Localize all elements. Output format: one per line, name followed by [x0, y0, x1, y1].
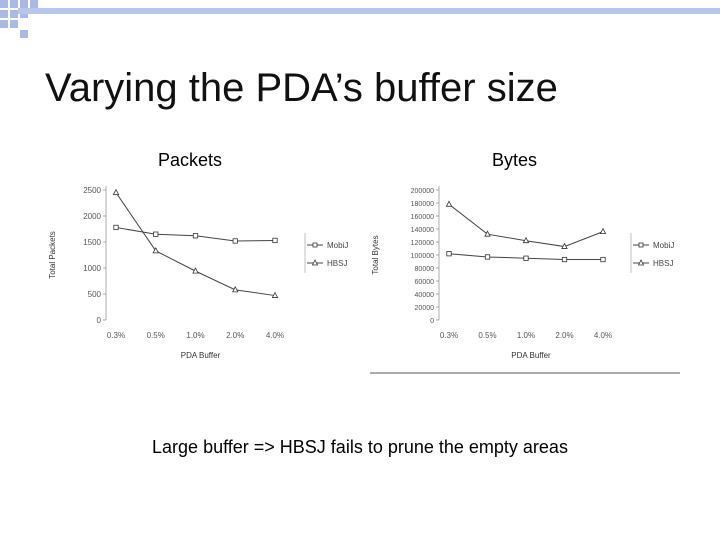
legend-marker	[637, 259, 645, 266]
y-tick-label: 1500	[83, 238, 101, 247]
packets-chart: 0 500 1000 1500 2000 2500 Total Packets 0.3% 0.5…	[48, 186, 348, 360]
y-tick-label: 40000	[415, 292, 435, 299]
x-tick-label: 4.0%	[594, 331, 612, 340]
x-axis-title: PDA Buffer	[511, 351, 551, 360]
y-tick-label: 180000	[411, 201, 434, 208]
data-point-hbsj	[271, 291, 279, 298]
legend-label: HBSJ	[327, 259, 347, 268]
x-tick-label: 2.0%	[555, 331, 573, 340]
y-tick-label: 0	[430, 318, 434, 325]
slide-footer: Large buffer => HBSJ fails to prune the …	[152, 437, 568, 457]
data-point-mobij	[600, 256, 606, 263]
x-tick-label: 0.3%	[107, 331, 125, 340]
x-axis-title: PDA Buffer	[181, 351, 221, 360]
y-tick-label: 60000	[415, 279, 435, 286]
data-point-hbsj	[192, 267, 199, 274]
x-tick-label: 0.5%	[147, 331, 165, 340]
legend-marker	[312, 242, 318, 248]
data-point-mobij	[232, 238, 238, 244]
data-point-hbsj	[599, 227, 607, 234]
x-tick-label: 1.0%	[186, 331, 204, 340]
data-point-hbsj	[445, 200, 453, 207]
data-point-mobij	[484, 254, 491, 260]
legend-label: MobiJ	[327, 241, 348, 250]
x-tick-label: 0.5%	[478, 331, 496, 340]
y-tick-label: 1000	[83, 264, 101, 273]
packets-heading: Packets	[158, 150, 223, 170]
x-tick-label: 0.3%	[440, 331, 458, 340]
series-line-hbsj	[115, 192, 276, 297]
data-point-hbsj	[112, 188, 120, 196]
data-point-hbsj	[231, 285, 239, 293]
legend-label: HBSJ	[653, 259, 673, 268]
y-tick-label: 2000	[83, 212, 101, 221]
x-tick-label: 4.0%	[266, 331, 284, 340]
y-tick-label: 120000	[411, 240, 434, 247]
data-point-hbsj	[152, 246, 160, 254]
y-tick-label: 100000	[411, 253, 434, 260]
y-tick-label: 140000	[411, 227, 434, 234]
data-point-hbsj	[522, 236, 530, 244]
data-point-mobij	[153, 231, 159, 237]
data-point-hbsj	[561, 242, 568, 249]
data-point-mobij	[561, 256, 568, 263]
slide-title: Varying the PDA’s buffer size	[45, 66, 558, 110]
data-point-mobij	[192, 233, 199, 239]
bytes-chart: 0 20000 40000 60000 80000 100000 120000 140000 1…	[370, 186, 680, 374]
data-point-mobij	[113, 224, 119, 231]
data-point-mobij	[272, 237, 278, 244]
x-tick-label: 1.0%	[517, 331, 535, 340]
y-axis-title: Total Packets	[48, 231, 57, 279]
legend-marker	[638, 242, 644, 248]
legend-marker	[311, 259, 319, 266]
title-accent-bar	[18, 8, 720, 14]
y-tick-label: 0	[97, 316, 102, 325]
data-point-mobij	[446, 251, 452, 257]
y-tick-label: 2500	[83, 186, 101, 195]
x-tick-label: 2.0%	[226, 331, 244, 340]
data-point-mobij	[523, 255, 529, 261]
data-point-hbsj	[484, 230, 491, 237]
legend-label: MobiJ	[653, 241, 674, 250]
y-axis-title: Total Bytes	[371, 235, 380, 274]
y-tick-label: 500	[88, 290, 102, 299]
y-tick-label: 80000	[415, 266, 435, 273]
y-tick-label: 20000	[415, 305, 435, 312]
y-tick-label: 200000	[411, 188, 434, 195]
y-tick-label: 160000	[411, 214, 434, 221]
corner-decoration	[0, 0, 40, 40]
bytes-heading: Bytes	[492, 150, 538, 170]
